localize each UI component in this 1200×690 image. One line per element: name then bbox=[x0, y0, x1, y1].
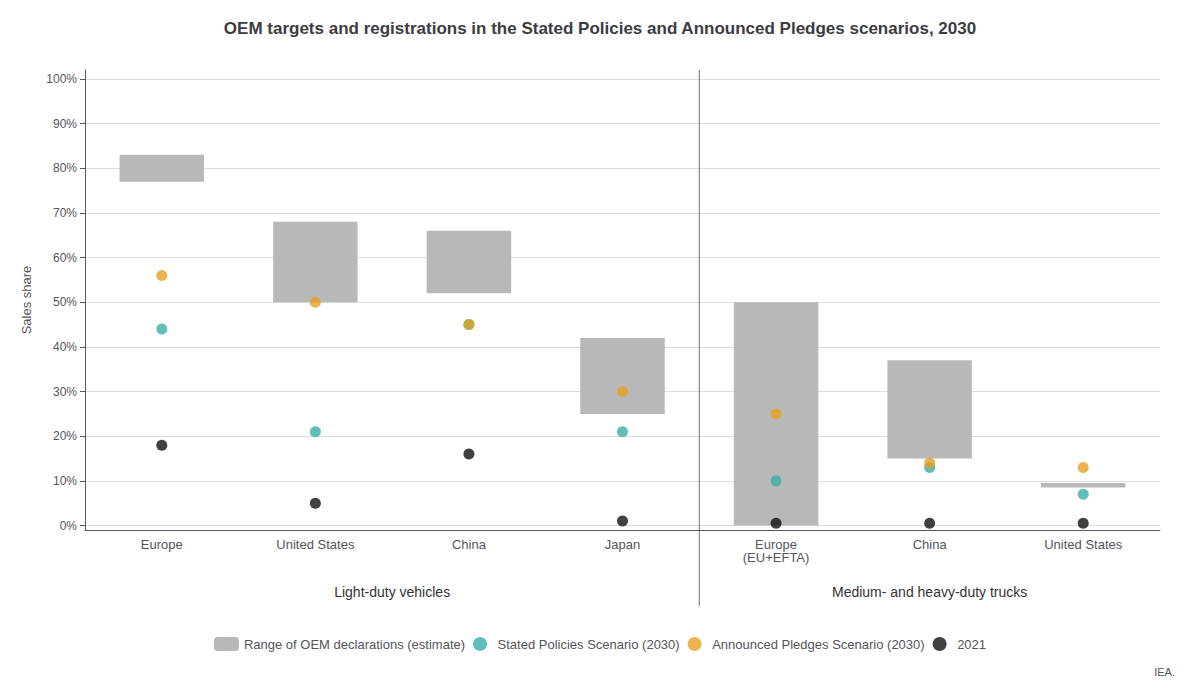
svg-text:100%: 100% bbox=[46, 72, 77, 86]
svg-text:2021: 2021 bbox=[957, 637, 986, 652]
svg-text:60%: 60% bbox=[53, 251, 77, 265]
svg-text:Japan: Japan bbox=[605, 537, 640, 552]
svg-text:10%: 10% bbox=[53, 474, 77, 488]
svg-text:Announced Pledges Scenario (20: Announced Pledges Scenario (2030) bbox=[712, 637, 924, 652]
svg-text:Light-duty vehicles: Light-duty vehicles bbox=[334, 584, 450, 600]
svg-text:IEA.: IEA. bbox=[1154, 666, 1175, 678]
svg-text:Medium- and heavy-duty trucks: Medium- and heavy-duty trucks bbox=[832, 584, 1027, 600]
svg-text:China: China bbox=[913, 537, 948, 552]
svg-text:Stated Policies Scenario (2030: Stated Policies Scenario (2030) bbox=[498, 637, 680, 652]
svg-text:90%: 90% bbox=[53, 117, 77, 131]
svg-text:Europe: Europe bbox=[755, 537, 797, 552]
svg-text:United States: United States bbox=[276, 537, 355, 552]
svg-text:(EU+EFTA): (EU+EFTA) bbox=[743, 550, 810, 565]
svg-text:Sales share: Sales share bbox=[19, 266, 34, 335]
svg-text:China: China bbox=[452, 537, 487, 552]
svg-text:OEM targets and registrations: OEM targets and registrations in the Sta… bbox=[224, 19, 976, 38]
svg-text:20%: 20% bbox=[53, 429, 77, 443]
svg-text:80%: 80% bbox=[53, 161, 77, 175]
svg-text:50%: 50% bbox=[53, 295, 77, 309]
svg-text:Range of OEM declarations (est: Range of OEM declarations (estimate) bbox=[244, 637, 465, 652]
svg-text:0%: 0% bbox=[60, 519, 78, 533]
svg-text:Europe: Europe bbox=[141, 537, 183, 552]
svg-text:70%: 70% bbox=[53, 206, 77, 220]
svg-text:30%: 30% bbox=[53, 385, 77, 399]
svg-text:40%: 40% bbox=[53, 340, 77, 354]
svg-text:United States: United States bbox=[1044, 537, 1123, 552]
